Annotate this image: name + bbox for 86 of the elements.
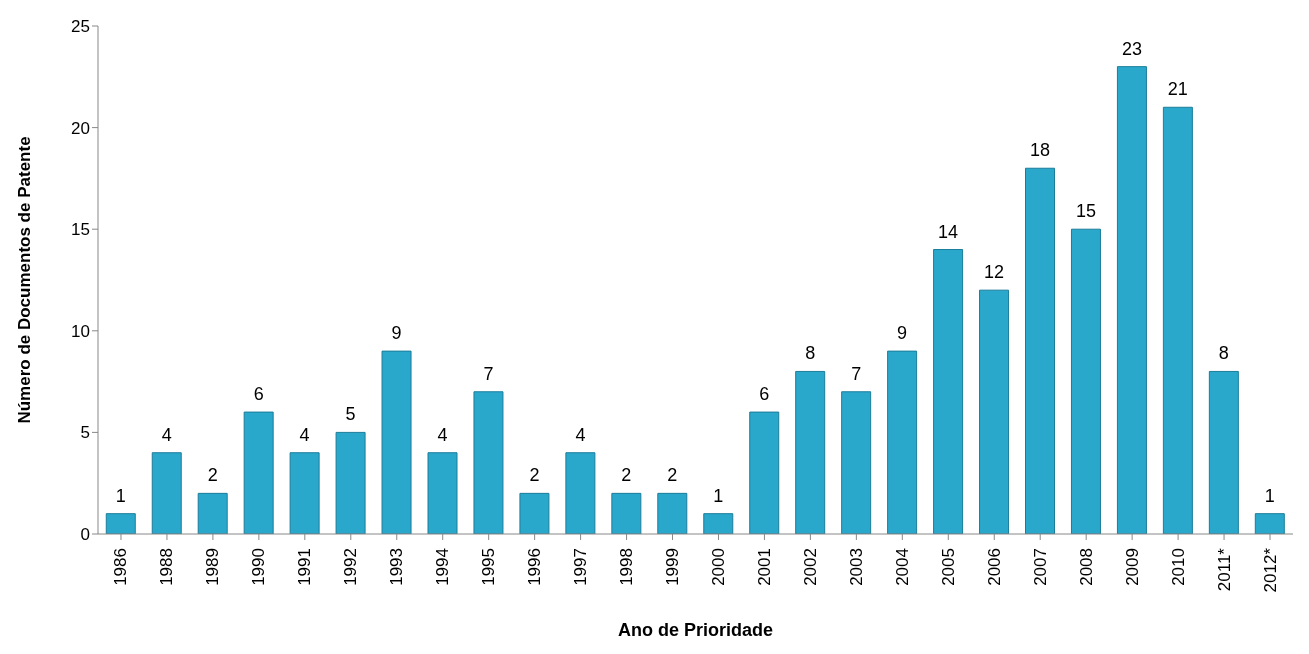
- bar: [151, 452, 182, 534]
- bar: [795, 370, 826, 534]
- data-label: 6: [253, 384, 264, 405]
- bar: [1025, 167, 1055, 534]
- y-tick-label: 5: [80, 423, 90, 443]
- x-tick-label: 1996: [525, 548, 545, 586]
- y-tick-label: 25: [71, 17, 90, 37]
- x-tick-label: 1993: [387, 548, 407, 586]
- x-tick-label: 2011*: [1214, 547, 1234, 592]
- data-label: 12: [984, 262, 1005, 283]
- data-label: 4: [437, 424, 448, 445]
- x-tick-label: 2010: [1168, 548, 1188, 586]
- data-label: 2: [621, 465, 632, 486]
- x-tick-label: 1994: [433, 548, 453, 586]
- bar: [887, 350, 918, 534]
- bar: [381, 350, 412, 534]
- x-tick-label: 1998: [617, 548, 637, 586]
- x-tick-label: 1988: [157, 548, 177, 586]
- bar: [1208, 370, 1239, 534]
- x-tick-label: 2008: [1076, 548, 1096, 586]
- data-label: 1: [1264, 485, 1275, 506]
- bar: [519, 492, 550, 534]
- bar: [933, 249, 964, 534]
- bar: [611, 492, 642, 534]
- x-tick-label: 1999: [663, 548, 683, 586]
- bar: [473, 391, 504, 534]
- x-tick-label: 2001: [754, 548, 774, 586]
- data-label: 21: [1167, 79, 1188, 100]
- data-label: 1: [713, 485, 724, 506]
- y-tick-label: 20: [71, 118, 90, 138]
- data-label: 4: [575, 424, 586, 445]
- x-tick-label: 1997: [571, 548, 591, 586]
- y-tick-label: 10: [71, 321, 90, 341]
- bar: [335, 431, 366, 534]
- data-label: 14: [938, 221, 959, 242]
- data-label: 8: [1218, 343, 1229, 364]
- x-tick-label: 2002: [800, 548, 820, 586]
- x-tick-label: 1989: [203, 548, 223, 586]
- x-tick-label: 2006: [984, 548, 1004, 586]
- x-tick-label: 2007: [1030, 548, 1050, 586]
- bar: [749, 411, 780, 534]
- bar: [565, 452, 596, 534]
- data-label: 18: [1029, 140, 1051, 161]
- x-tick-label: 1986: [111, 548, 131, 586]
- data-label: 1: [115, 485, 126, 506]
- y-tick-label: 15: [71, 220, 90, 240]
- data-label: 4: [299, 424, 310, 445]
- y-axis-title: Número de Documentos de Patente: [15, 136, 35, 424]
- x-axis-title: Ano de Prioridade: [617, 620, 774, 640]
- data-label: 4: [161, 424, 172, 445]
- bar: [243, 411, 274, 534]
- bar: [197, 492, 228, 534]
- data-label: 15: [1075, 201, 1096, 222]
- bar: [289, 452, 320, 534]
- x-tick-label: 2000: [708, 548, 728, 586]
- x-tick-label: 2005: [938, 548, 958, 586]
- data-label: 2: [529, 465, 540, 486]
- bar: [979, 289, 1010, 534]
- bar: [427, 452, 458, 534]
- bar: [841, 391, 872, 534]
- bar: [1070, 228, 1101, 534]
- x-tick-label: 1991: [295, 548, 315, 586]
- x-tick-label: 2004: [892, 548, 912, 586]
- y-tick-label: 0: [80, 525, 90, 545]
- bar: [657, 492, 688, 534]
- data-label: 23: [1121, 38, 1142, 59]
- data-label: 8: [805, 343, 816, 364]
- data-label: 7: [851, 363, 862, 384]
- bar: [703, 513, 734, 534]
- data-label: 2: [207, 465, 218, 486]
- data-label: 9: [897, 323, 908, 344]
- x-tick-label: 1995: [479, 548, 499, 586]
- bar: [1162, 106, 1193, 534]
- bar: [105, 513, 136, 534]
- x-tick-label: 1990: [249, 548, 269, 586]
- data-label: 9: [391, 323, 402, 344]
- data-label: 6: [759, 384, 770, 405]
- bar: [1116, 66, 1147, 534]
- x-tick-label: 2003: [846, 548, 866, 586]
- data-label: 5: [345, 404, 356, 425]
- data-label: 2: [667, 465, 678, 486]
- x-tick-label: 2012*: [1260, 547, 1280, 593]
- data-label: 7: [483, 363, 494, 384]
- x-tick-label: 2009: [1122, 548, 1142, 586]
- bar: [1254, 513, 1285, 534]
- x-tick-label: 1992: [341, 548, 361, 586]
